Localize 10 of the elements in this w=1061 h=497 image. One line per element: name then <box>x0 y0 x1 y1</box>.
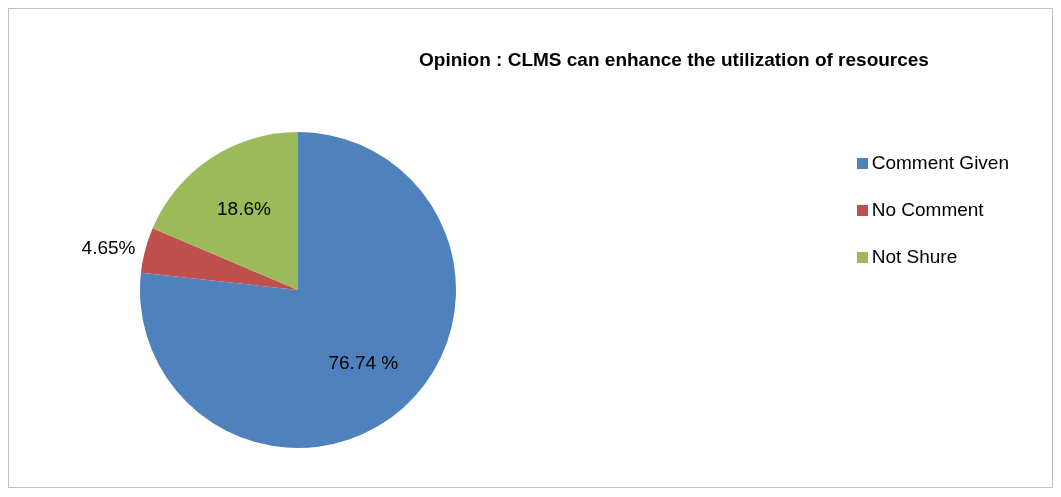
data-label: 18.6% <box>217 197 271 219</box>
data-label: 76.74 % <box>328 352 399 374</box>
pie-slice <box>140 228 298 290</box>
data-label: 4.65% <box>81 236 136 258</box>
pie-slice <box>140 132 456 448</box>
legend-label: Comment Given <box>871 152 1009 173</box>
legend-label: Not Shure <box>871 246 958 267</box>
legend-label: No Comment <box>871 199 984 220</box>
chart-title: Opinion : CLMS can enhance the utilization of resources <box>418 49 930 71</box>
pie-slice <box>152 132 298 290</box>
